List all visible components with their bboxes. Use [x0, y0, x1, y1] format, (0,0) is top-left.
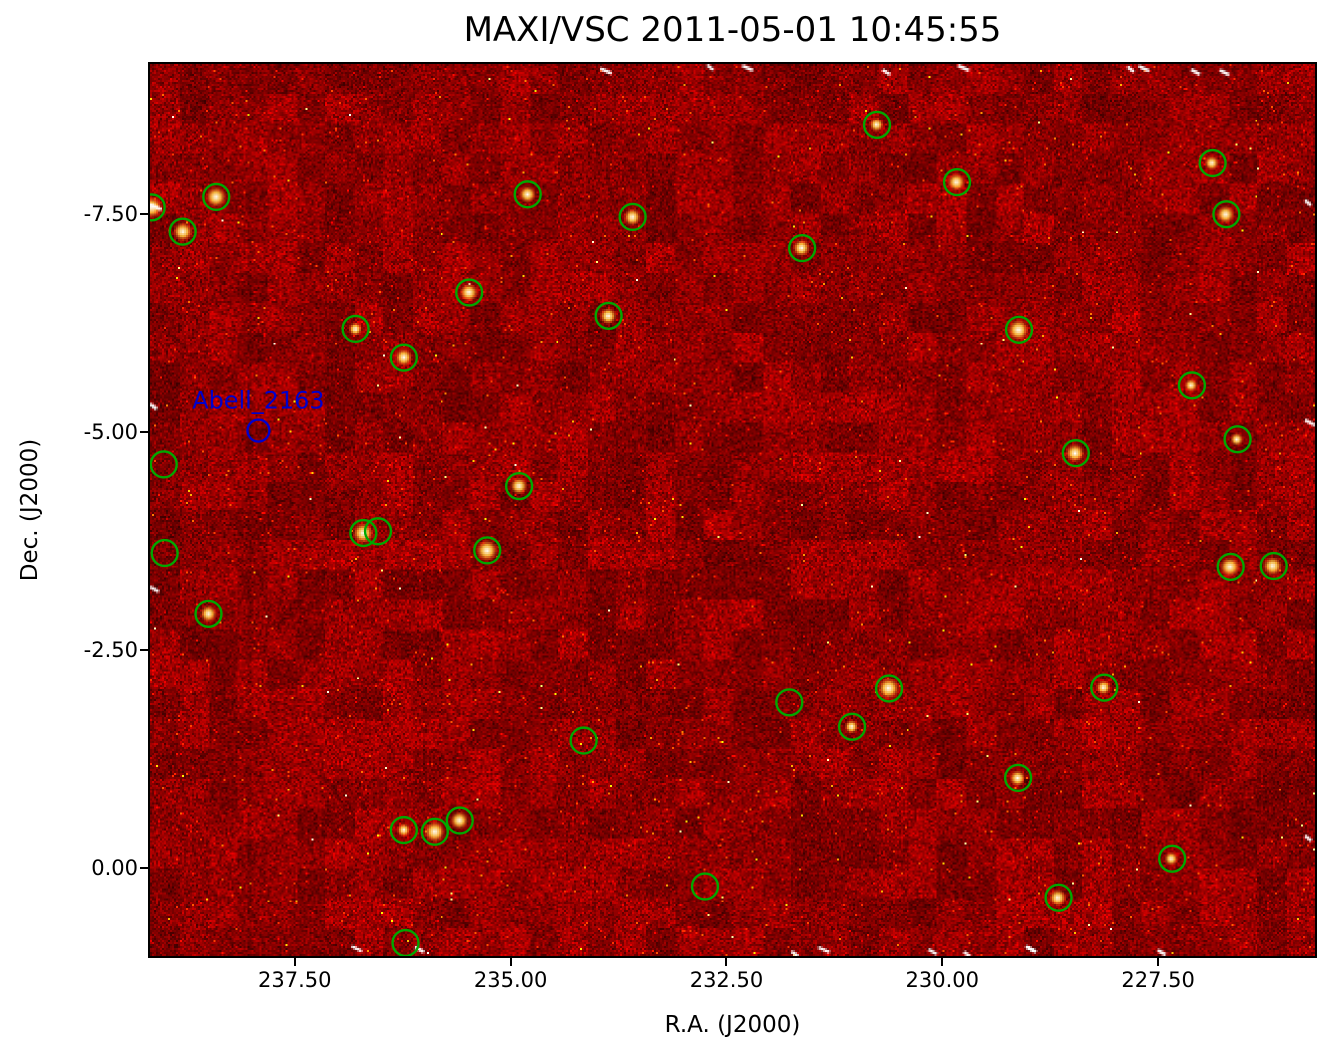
x-axis-label: R.A. (J2000) [664, 1012, 801, 1038]
y-tick-mark [140, 649, 148, 652]
y-tick-label: -7.50 [83, 201, 138, 226]
x-tick-mark [1157, 958, 1160, 966]
detection-circle [569, 726, 598, 755]
detection-circle [1259, 551, 1288, 581]
y-tick-mark [140, 430, 148, 433]
y-axis-label: Dec. (J2000) [17, 438, 43, 582]
detection-circle [788, 234, 817, 263]
detection-circle [504, 471, 534, 501]
detection-circle [1223, 425, 1252, 454]
detection-circle [1177, 371, 1207, 400]
detection-circle [389, 815, 418, 845]
detection-circle [150, 193, 166, 222]
detection-circle [1158, 844, 1187, 873]
detection-circle [1216, 552, 1245, 581]
abell-2163-label: Abell_2163 [192, 387, 324, 415]
detection-circle [837, 712, 867, 741]
detection-overlay: Abell_2163 [150, 110, 1288, 956]
plot-area: Abell_2163 [148, 62, 1317, 958]
detection-circle [445, 806, 474, 835]
detection-circle [391, 928, 420, 956]
detection-circle [618, 202, 647, 232]
abell-2163-circle [246, 418, 271, 443]
detection-circle [194, 599, 223, 628]
x-tick-label: 232.50 [689, 968, 764, 992]
detection-circle [341, 314, 370, 344]
detection-circle [349, 518, 378, 548]
detection-circle [1004, 315, 1034, 344]
y-tick-label: -5.00 [83, 419, 138, 444]
x-tick-mark [293, 958, 296, 966]
detection-circle [473, 536, 502, 565]
x-tick-label: 235.00 [473, 968, 548, 992]
x-tick-mark [509, 958, 512, 966]
detection-circle [168, 217, 197, 246]
x-tick-mark [941, 958, 944, 966]
sky-image-canvas [150, 64, 1315, 956]
detection-circle [389, 343, 418, 372]
detection-circle [150, 450, 178, 479]
detection-circle [775, 688, 804, 717]
x-tick-label: 227.50 [1121, 968, 1195, 992]
x-tick-label: 237.50 [258, 968, 332, 992]
detection-circle [1212, 200, 1241, 229]
x-tick-mark [725, 958, 728, 966]
detection-circle [690, 872, 720, 901]
detection-circle [1044, 883, 1073, 912]
detection-circle [455, 278, 484, 307]
detection-circle [420, 817, 449, 846]
y-tick-mark [140, 212, 148, 215]
detection-circle [942, 168, 972, 197]
detection-circle [1090, 673, 1119, 702]
detection-circle [1061, 439, 1090, 468]
detection-circle [874, 674, 904, 703]
detection-circle [363, 517, 393, 546]
y-tick-label: -2.50 [83, 638, 138, 663]
detection-circle [1198, 148, 1227, 178]
detection-circle [594, 301, 623, 331]
detection-circle [202, 182, 231, 212]
x-tick-label: 230.00 [905, 968, 980, 992]
detection-circle [862, 110, 892, 139]
y-tick-mark [140, 867, 148, 870]
detection-circle [150, 538, 179, 568]
detection-circle [513, 180, 542, 209]
detection-circle [1003, 763, 1033, 793]
y-tick-label: 0.00 [91, 856, 138, 881]
chart-title: MAXI/VSC 2011-05-01 10:45:55 [463, 10, 1002, 50]
